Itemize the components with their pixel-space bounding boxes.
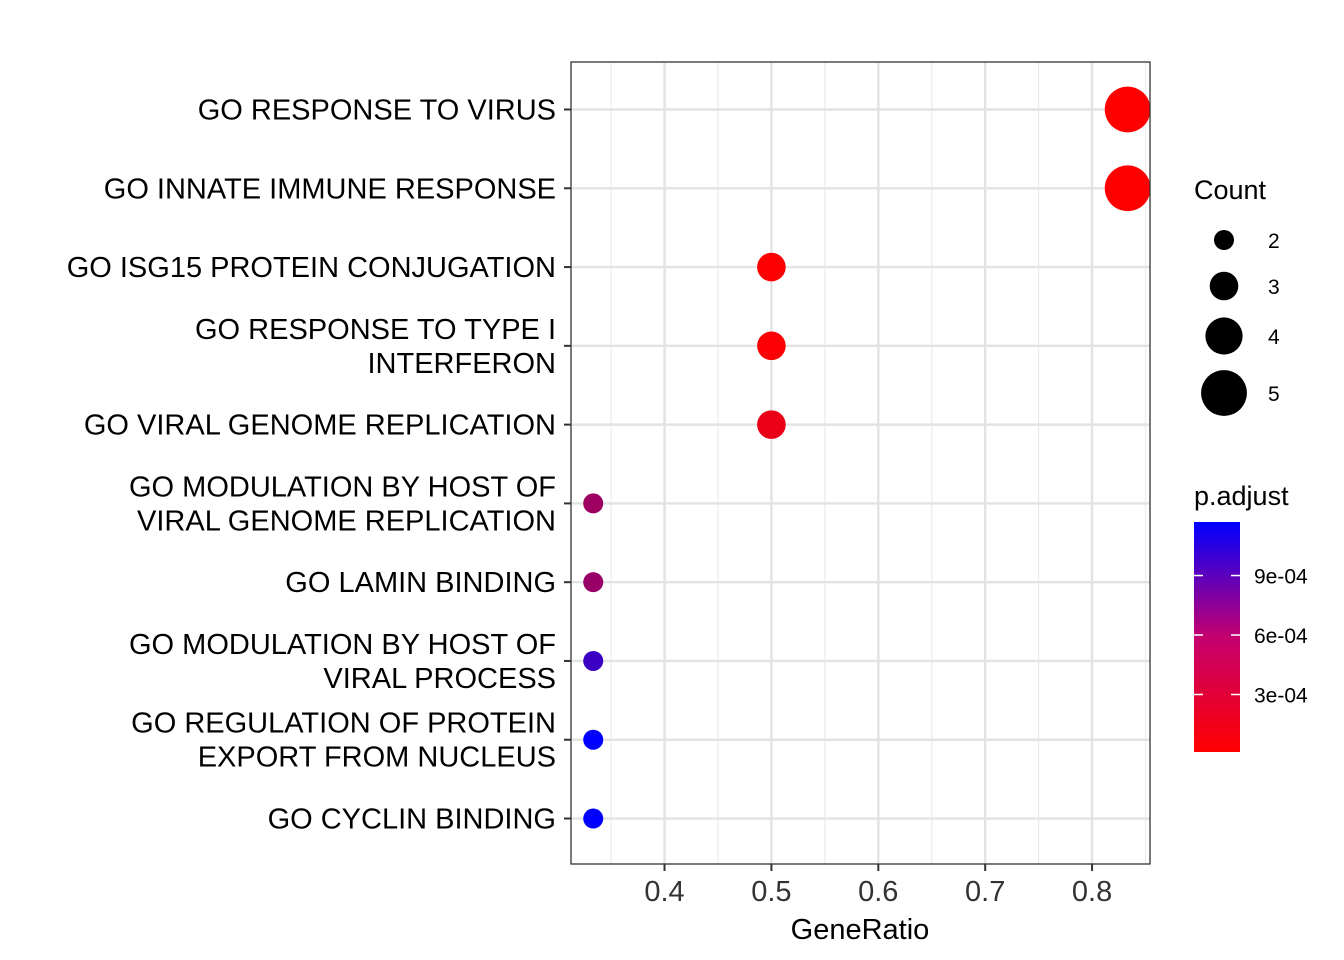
- y-tick-label: EXPORT FROM NUCLEUS: [198, 742, 556, 774]
- major-gridlines: [571, 62, 1150, 864]
- y-tick-label: GO ISG15 PROTEIN CONJUGATION: [67, 252, 556, 284]
- y-tick-label: GO MODULATION BY HOST OF: [129, 629, 556, 661]
- x-tick-label: 0.6: [858, 876, 898, 908]
- y-tick-label: GO MODULATION BY HOST OF: [129, 471, 556, 503]
- data-point: [757, 252, 786, 282]
- data-point: [1104, 86, 1151, 133]
- colorbar-label: 9e-04: [1254, 566, 1308, 589]
- x-tick-label: 0.7: [965, 876, 1005, 908]
- data-point: [757, 331, 786, 361]
- plot-panel: [571, 62, 1150, 864]
- p-adjust-colorbar: [1194, 522, 1240, 752]
- colorbar-label: 3e-04: [1254, 685, 1308, 708]
- y-tick-label: GO INNATE IMMUNE RESPONSE: [104, 173, 556, 205]
- colorbar-label: 6e-04: [1254, 625, 1308, 648]
- y-tick-label: GO CYCLIN BINDING: [268, 804, 556, 836]
- x-axis: 0.4 0.5 0.6 0.7 0.8: [644, 864, 1112, 908]
- count-legend-label: 4: [1268, 326, 1280, 349]
- x-tick-label: 0.4: [644, 876, 684, 908]
- count-legend-key: [1205, 317, 1243, 355]
- count-legend-key: [1214, 230, 1234, 250]
- y-tick-label: VIRAL GENOME REPLICATION: [137, 505, 556, 537]
- y-axis: GO RESPONSE TO VIRUS GO INNATE IMMUNE RES…: [67, 95, 571, 836]
- y-tick-label: INTERFERON: [368, 348, 557, 380]
- p-adjust-legend: p.adjust 9e-04 6e-04 3e-04: [1194, 481, 1308, 752]
- data-point: [583, 493, 604, 514]
- count-legend-label: 2: [1268, 230, 1280, 253]
- count-legend-label: 3: [1268, 276, 1280, 299]
- data-point: [583, 650, 604, 671]
- y-tick-label: VIRAL PROCESS: [323, 663, 556, 695]
- data-point: [583, 729, 604, 750]
- count-legend-key: [1209, 271, 1239, 301]
- data-point: [757, 410, 786, 439]
- data-point: [1104, 165, 1151, 212]
- plot-border: [570, 61, 1151, 865]
- p-adjust-legend-title: p.adjust: [1194, 481, 1289, 511]
- data-points: [583, 86, 1151, 829]
- y-tick-label: GO RESPONSE TO VIRUS: [198, 95, 556, 127]
- y-tick-label: GO VIRAL GENOME REPLICATION: [84, 410, 556, 442]
- y-tick-label: GO LAMIN BINDING: [285, 567, 556, 599]
- x-axis-title: GeneRatio: [791, 914, 930, 946]
- y-tick-label: GO REGULATION OF PROTEIN: [131, 708, 556, 740]
- x-tick-label: 0.8: [1072, 876, 1112, 908]
- data-point: [583, 808, 604, 829]
- x-tick-label: 0.5: [751, 876, 791, 908]
- count-legend-label: 5: [1268, 383, 1280, 406]
- y-tick-label: GO RESPONSE TO TYPE I: [195, 314, 556, 346]
- count-legend-title: Count: [1194, 175, 1267, 205]
- count-legend: Count 2 3 4 5: [1194, 175, 1280, 416]
- data-point: [583, 572, 604, 593]
- count-legend-key: [1201, 370, 1247, 416]
